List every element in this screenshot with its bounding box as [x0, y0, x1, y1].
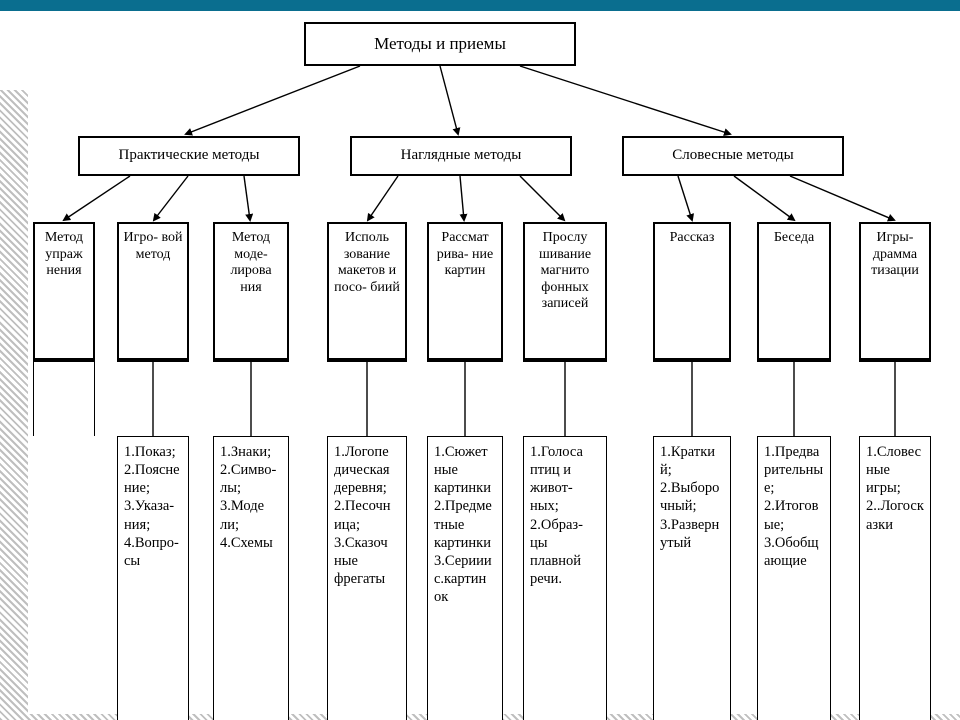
left-margin: [0, 18, 28, 720]
m9: Игры- драмма тизации: [859, 222, 931, 362]
l2: 1.Показ;2.Поясне ние;3.Указа- ния;4.Вопр…: [117, 436, 189, 720]
m8: Беседа: [757, 222, 831, 362]
l4: 1.Логопе дическая деревня;2.Песочн ица;3…: [327, 436, 407, 720]
stub-m1: [33, 362, 95, 436]
m6: Прослу шивание магнито фонных записей: [523, 222, 607, 362]
m5: Рассмат рива- ние картин: [427, 222, 503, 362]
l5: 1.Сюжет ные картинки2.Предме тные картин…: [427, 436, 503, 720]
m7: Рассказ: [653, 222, 731, 362]
m1: Метод упраж нения: [33, 222, 95, 362]
l9: 1.Словес ные игры;2..Логоск азки: [859, 436, 931, 720]
l7: 1.Кратки й;2.Выборо чный;3.Разверн утый: [653, 436, 731, 720]
cat-practical: Практические методы: [78, 136, 300, 176]
root-node: Методы и приемы: [304, 22, 576, 66]
diagram-frame: Методы и приемы Практические методы Нагляд…: [0, 0, 960, 720]
left-hatch-pattern: [0, 90, 28, 720]
m2: Игро- вой метод: [117, 222, 189, 362]
cat-verbal: Словесные методы: [622, 136, 844, 176]
l3: 1.Знаки;2.Симво- лы;3.Моде ли;4.Схемы: [213, 436, 289, 720]
m3: Метод моде- лирова ния: [213, 222, 289, 362]
l8: 1.Предва рительны е;2.Итогов ые;3.Обобщ …: [757, 436, 831, 720]
l6: 1.Голоса птиц и живот- ных;2.Образ- цы п…: [523, 436, 607, 720]
m4: Исполь зование макетов и посо- биий: [327, 222, 407, 362]
accent-top-bar: [0, 0, 960, 18]
cat-visual: Наглядные методы: [350, 136, 572, 176]
